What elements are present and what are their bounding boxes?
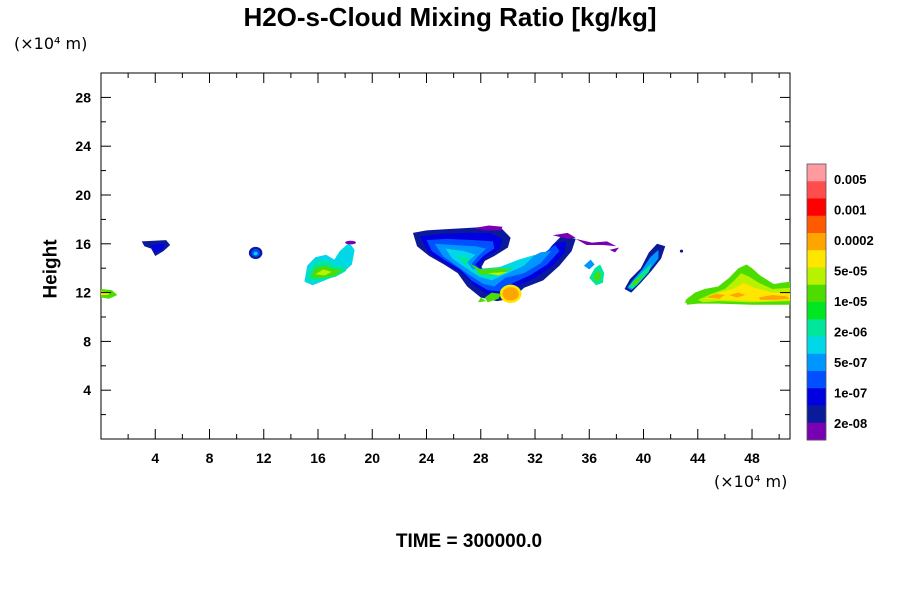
chart-title: H2O-s-Cloud Mixing Ratio [kg/kg] — [243, 2, 657, 32]
cloud-contour — [487, 271, 508, 276]
cloud-contour — [629, 274, 644, 286]
colorbar-swatch — [807, 181, 826, 199]
y-tick-label: 12 — [75, 285, 91, 301]
y-tick-label: 20 — [75, 187, 91, 203]
colorbar-label: 0.001 — [834, 203, 867, 218]
y-tick-label: 8 — [83, 333, 91, 349]
cloud-contour — [478, 297, 487, 303]
cloud-contour — [469, 263, 512, 275]
cloud-contour — [758, 295, 790, 300]
x-tick-label: 44 — [690, 450, 706, 466]
cloud-contour — [583, 259, 595, 270]
cloud-contour — [484, 292, 502, 303]
colorbar-swatch — [807, 267, 826, 286]
x-tick-label: 8 — [206, 450, 214, 466]
x-tick-label: 48 — [744, 450, 760, 466]
colorbar-label: 2e-08 — [834, 416, 867, 431]
colorbar-swatch — [807, 215, 826, 234]
colorbar-label: 0.0002 — [834, 233, 874, 248]
cloud-contour — [345, 240, 356, 245]
y-tick-label: 16 — [75, 236, 91, 252]
colorbar: 0.005 0.001 0.0002 5e-05 1e-05 2e-06 5e-07 1e-0… — [806, 163, 874, 441]
cloud-contour — [684, 297, 691, 304]
cloud-contour — [728, 292, 746, 298]
cloud-contour — [679, 249, 684, 253]
cloud-contour — [609, 247, 620, 253]
cloud-contour — [575, 238, 617, 247]
x-tick-label: 4 — [151, 450, 159, 466]
colorbar-frame — [806, 163, 827, 441]
cloud-contour — [593, 270, 602, 282]
cloud-contour — [315, 269, 332, 276]
colorbar-swatch — [807, 302, 826, 320]
colorbar-label: 1e-07 — [834, 386, 867, 401]
colorbar-swatch — [807, 353, 826, 372]
x-tick-label: 40 — [636, 450, 652, 466]
x-tick-label: 12 — [256, 450, 272, 466]
colorbar-swatch — [807, 233, 826, 251]
cloud-contour — [552, 232, 576, 239]
colorbar-swatch — [807, 371, 826, 389]
cloud-contour — [502, 287, 519, 301]
colorbar-swatch — [807, 284, 826, 303]
time-label: TIME = 300000.0 — [395, 531, 543, 552]
colorbar-swatch — [807, 250, 826, 268]
colorbar-swatch — [807, 422, 826, 441]
y-tick-label: 24 — [75, 138, 91, 154]
x-tick-label: 36 — [581, 450, 597, 466]
y-tick-label: 4 — [83, 382, 91, 398]
colorbar-label: 5e-07 — [834, 355, 867, 370]
x-tick-label: 24 — [419, 450, 435, 466]
cloud-contour — [149, 243, 165, 253]
colorbar-label: 5e-05 — [834, 264, 867, 279]
cloud-contour — [253, 251, 258, 256]
x-tick-label: 32 — [527, 450, 543, 466]
y-tick-label: 28 — [75, 89, 91, 105]
colorbar-swatch — [807, 319, 826, 337]
x-axis-unit: (×10⁴ m) — [714, 472, 788, 491]
colorbar-label: 0.005 — [834, 172, 867, 187]
cloud-contour — [445, 248, 536, 281]
x-tick-label: 20 — [364, 450, 380, 466]
y-axis-unit: (×10⁴ m) — [14, 34, 88, 53]
cloud-field — [101, 225, 790, 305]
cloud-contour — [705, 293, 725, 299]
x-tick-label: 16 — [310, 450, 326, 466]
cloud-contour — [473, 225, 503, 231]
colorbar-swatch — [807, 198, 826, 217]
x-tick-label: 28 — [473, 450, 489, 466]
colorbar-swatch — [807, 336, 826, 355]
colorbar-swatch — [807, 164, 826, 182]
colorbar-label: 2e-06 — [834, 325, 867, 340]
colorbar-swatch — [807, 388, 826, 406]
colorbar-swatch — [807, 405, 826, 424]
colorbar-label: 1e-05 — [834, 294, 867, 309]
